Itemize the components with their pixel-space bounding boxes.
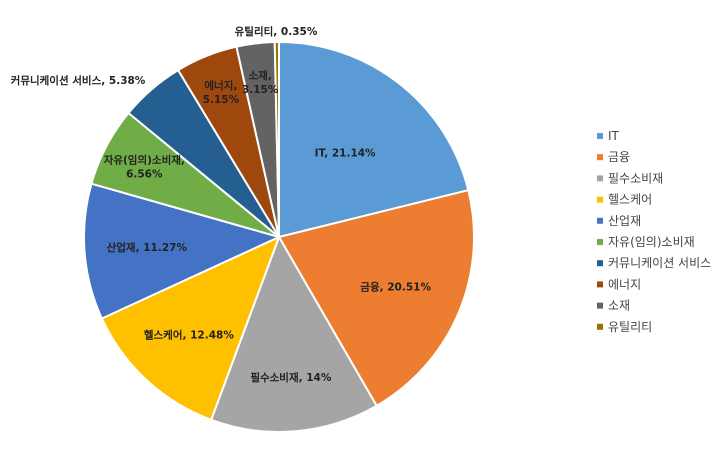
legend-item-금융: 금융: [597, 150, 630, 164]
legend-label: 에너지: [608, 277, 641, 291]
slice-label-소재: 소재, 3.15%: [242, 69, 279, 96]
slice-label-it: IT, 21.14%: [315, 148, 376, 160]
slice-label-유틸리티: 유틸리티, 0.35%: [235, 25, 318, 38]
legend-item-커뮤니케이션-서비스: 커뮤니케이션 서비스: [597, 256, 711, 270]
legend-label: 산업재: [608, 214, 641, 228]
slice-label-헬스케어: 헬스케어, 12.48%: [144, 328, 234, 341]
slice-label-에너지: 에너지, 5.15%: [203, 79, 240, 106]
legend-swatch: [597, 239, 603, 245]
legend-label: 커뮤니케이션 서비스: [608, 256, 711, 270]
legend-label: 금융: [608, 150, 630, 164]
legend-label: 소재: [608, 299, 630, 313]
pie-slice-헬스케어: [100, 235, 281, 422]
slice-label-산업재: 산업재, 11.27%: [107, 241, 188, 254]
legend-item-필수소비재: 필수소비재: [597, 171, 663, 185]
pie-slice-산업재: [83, 182, 282, 320]
legend-label: 필수소비재: [608, 171, 663, 185]
legend-label: 헬스케어: [608, 193, 652, 207]
pie-slices: [83, 40, 475, 433]
legend-swatch: [597, 302, 603, 309]
legend-item-소재: 소재: [597, 299, 630, 313]
legend-label: 유틸리티: [608, 320, 652, 334]
legend-swatch: [597, 260, 603, 267]
legend-swatch: [597, 154, 603, 161]
legend-item-산업재: 산업재: [597, 214, 641, 228]
legend-swatch: [597, 175, 603, 182]
legend-swatch: [597, 281, 603, 288]
legend-label: IT: [608, 129, 620, 143]
slice-label-자유-임의-소비재: 자유(임의)소비재, 6.56%: [104, 153, 185, 180]
legend-swatch: [597, 196, 603, 203]
legend-item-에너지: 에너지: [597, 277, 641, 291]
slice-label-금융: 금융, 20.51%: [360, 282, 431, 294]
slice-label-필수소비재: 필수소비재, 14%: [250, 371, 332, 384]
pie-slice-금융: [277, 188, 475, 408]
legend-swatch: [597, 217, 603, 224]
legend-item-자유-임의-소비재: 자유(임의)소비재: [597, 235, 695, 249]
pie-slice-유틸리티: [273, 40, 280, 238]
legend-item-유틸리티: 유틸리티: [597, 320, 652, 334]
slice-label-커뮤니케이션-서비스: 커뮤니케이션 서비스, 5.38%: [11, 74, 146, 87]
pie-slice-it: [278, 40, 470, 239]
pie-slice-필수소비재: [209, 234, 378, 433]
slice-labels: IT, 21.14% 금융, 20.51% 필수소비재, 14% 헬스케어, 12.4…: [11, 25, 432, 384]
legend-swatch: [597, 133, 603, 139]
legend-swatch: [597, 323, 603, 330]
legend-label: 자유(임의)소비재: [608, 235, 695, 249]
legend-item-it: IT: [597, 129, 620, 143]
legend-item-헬스케어: 헬스케어: [597, 193, 652, 207]
